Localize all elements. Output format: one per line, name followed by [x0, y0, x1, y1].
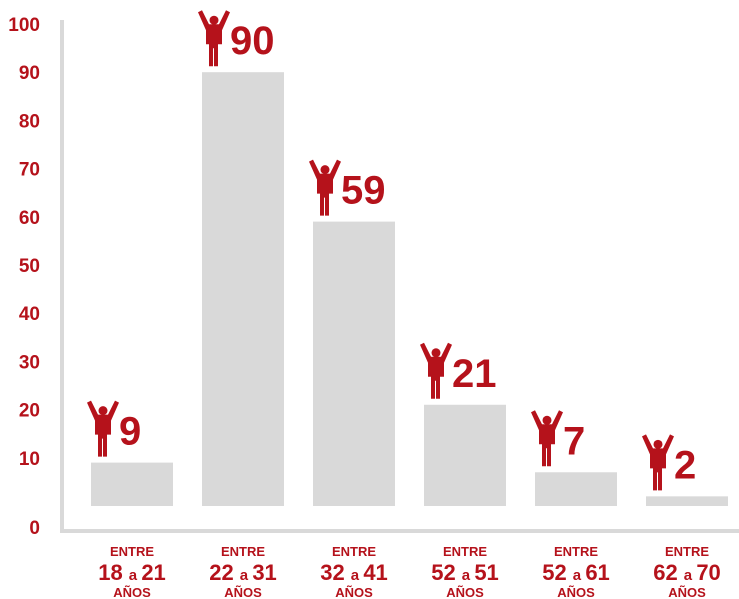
bar — [91, 462, 173, 506]
y-tick-label: 20 — [19, 401, 40, 422]
bar — [202, 72, 284, 506]
x-label-top: ENTRE — [443, 544, 487, 559]
y-tick-label: 100 — [8, 15, 40, 36]
y-tick-label: 0 — [29, 518, 40, 539]
x-label-range: 32 a 41 — [320, 560, 388, 585]
bar — [424, 404, 506, 506]
x-label-bottom: AÑOS — [113, 585, 151, 599]
x-label-top: ENTRE — [221, 544, 265, 559]
y-tick-label: 80 — [19, 111, 40, 132]
y-tick-label: 70 — [19, 160, 40, 181]
x-label-range: 62 a 70 — [653, 560, 721, 585]
bar-value-label: 21 — [452, 352, 497, 396]
x-label-range: 52 a 51 — [431, 560, 499, 585]
bar-value-label: 9 — [119, 410, 141, 454]
x-label-range: 52 a 61 — [542, 560, 610, 585]
bars — [91, 72, 728, 506]
bar-value-label: 2 — [674, 443, 696, 487]
y-tick-label: 10 — [19, 449, 40, 470]
person-arms-raised-icon — [198, 10, 230, 67]
x-label-range: 18 a 21 — [98, 560, 166, 585]
x-label-bottom: AÑOS — [446, 585, 484, 599]
person-arms-raised-icon — [642, 434, 674, 491]
y-axis-ticks: 0 10 20 30 40 50 60 70 80 90 100 — [8, 15, 40, 539]
x-label-bottom: AÑOS — [668, 585, 706, 599]
x-label-top: ENTRE — [665, 544, 709, 559]
x-label-bottom: AÑOS — [224, 585, 262, 599]
person-arms-raised-icon — [420, 342, 452, 399]
bar — [535, 472, 617, 506]
person-arms-raised-icon — [87, 400, 119, 457]
x-label-top: ENTRE — [554, 544, 598, 559]
y-tick-label: 40 — [19, 304, 40, 325]
bar-value-label: 90 — [230, 19, 275, 63]
y-tick-label: 90 — [19, 63, 40, 84]
x-label-bottom: AÑOS — [557, 585, 595, 599]
x-label-bottom: AÑOS — [335, 585, 373, 599]
y-tick-label: 50 — [19, 256, 40, 277]
bar-value-label: 7 — [563, 419, 585, 463]
value-markers: 9 90 59 21 7 2 — [87, 10, 696, 491]
bar — [313, 221, 395, 506]
bar-value-label: 59 — [341, 169, 386, 213]
person-arms-raised-icon — [531, 410, 563, 467]
x-label-top: ENTRE — [110, 544, 154, 559]
x-label-top: ENTRE — [332, 544, 376, 559]
y-tick-label: 60 — [19, 208, 40, 229]
y-tick-label: 30 — [19, 352, 40, 373]
x-label-range: 22 a 31 — [209, 560, 277, 585]
person-arms-raised-icon — [309, 159, 341, 216]
bar — [646, 496, 728, 506]
